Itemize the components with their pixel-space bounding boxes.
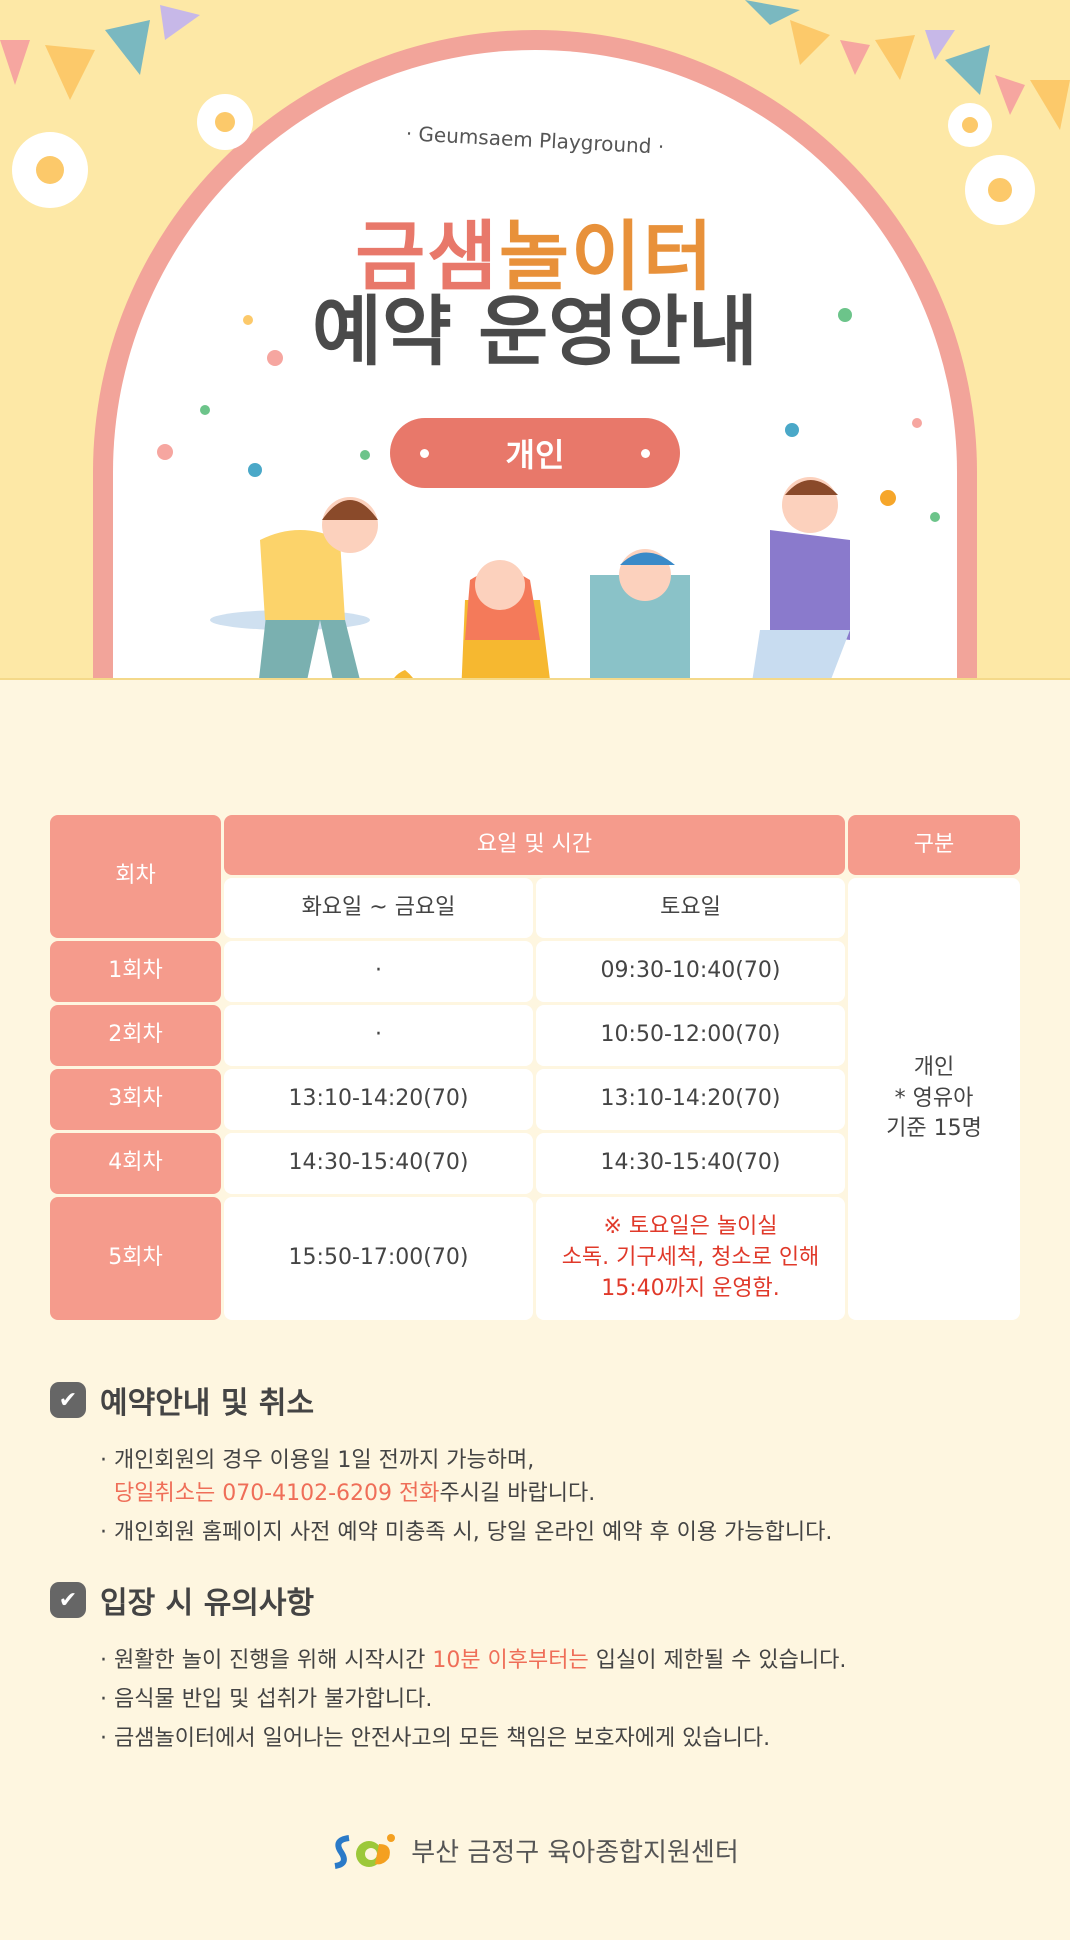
children-playing-illustration — [210, 477, 850, 678]
type-line: 개인 — [913, 1054, 955, 1080]
header-saturday: 토요일 — [536, 878, 845, 938]
weekday-cell: 15:50-17:00(70) — [224, 1197, 533, 1320]
note-text: 입실이 제한될 수 있습니다. — [588, 1648, 847, 1673]
footer: 부산 금정구 육아종합지원센터 — [0, 1830, 1070, 1870]
header-type: 구분 — [848, 815, 1020, 875]
round-cell: 1회차 — [50, 941, 221, 1002]
section-reservation: ✔ 예약안내 및 취소 · 개인회원의 경우 이용일 1일 전까지 가능하며, 당… — [50, 1378, 832, 1549]
section-entry-notes: ✔ 입장 시 유의사항 · 원활한 놀이 진행을 위해 시작시간 10분 이후부터… — [50, 1578, 846, 1755]
title-part1: 금샘 — [355, 212, 500, 301]
note-line: · 개인회원 홈페이지 사전 예약 미충족 시, 당일 온라인 예약 후 이용 … — [100, 1520, 833, 1545]
org-logo-icon — [334, 1834, 396, 1869]
hero-title-line2: 예약 운영안내 — [312, 287, 758, 376]
checkbox-icon: ✔ — [50, 1382, 86, 1418]
bunting-flags-icon — [0, 0, 1070, 130]
note-text: · 원활한 놀이 진행을 위해 시작시간 — [100, 1648, 433, 1673]
weekday-cell: 14:30-15:40(70) — [224, 1133, 533, 1194]
round-cell: 2회차 — [50, 1005, 221, 1066]
title-part2: 놀이터 — [499, 212, 715, 301]
note-line: · 금샘놀이터에서 일어나는 안전사고의 모든 책임은 보호자에게 있습니다. — [100, 1726, 771, 1751]
type-line: 기준 15명 — [886, 1116, 982, 1142]
saturday-cell: 14:30-15:40(70) — [536, 1133, 845, 1194]
type-line: * 영유아 — [894, 1085, 974, 1111]
saturday-cell: 09:30-10:40(70) — [536, 941, 845, 1002]
round-cell: 3회차 — [50, 1069, 221, 1130]
note-text: 주시길 바랍니다. — [439, 1481, 596, 1506]
decorations — [0, 0, 1070, 678]
saturday-cell: 10:50-12:00(70) — [536, 1005, 845, 1066]
note-line: ※ 토요일은 놀이실 — [603, 1214, 778, 1240]
header-weekday: 화요일 ~ 금요일 — [224, 878, 533, 938]
hero-banner: · Geumsaem Playground · 금샘놀이터 예약 운영안내 개인 — [0, 0, 1070, 680]
highlight: 10분 이후부터는 — [432, 1648, 589, 1673]
round-cell: 5회차 — [50, 1197, 221, 1320]
weekday-cell: · — [224, 941, 533, 1002]
header-round: 회차 — [50, 815, 221, 938]
section-title: 입장 시 유의사항 — [100, 1586, 315, 1621]
category-badge: 개인 — [390, 418, 680, 488]
confetti-dots — [157, 308, 940, 522]
dot-icon — [640, 448, 650, 458]
org-name: 부산 금정구 육아종합지원센터 — [411, 1837, 739, 1868]
header-time: 요일 및 시간 — [224, 815, 845, 875]
note-line: 15:40까지 운영함. — [601, 1275, 780, 1301]
saturday-cell: 13:10-14:20(70) — [536, 1069, 845, 1130]
note-line: · 원활한 놀이 진행을 위해 시작시간 10분 이후부터는 입실이 제한될 수… — [100, 1644, 846, 1677]
note-line: · 개인회원의 경우 이용일 1일 전까지 가능하며, — [100, 1448, 535, 1473]
checkbox-icon: ✔ — [50, 1582, 86, 1618]
note-line: 당일취소는 070-4102-6209 전화주시길 바랍니다. — [100, 1477, 832, 1510]
cancel-phone-highlight: 당일취소는 070-4102-6209 전화 — [114, 1481, 440, 1506]
dot-icon — [420, 448, 429, 458]
round-cell: 4회차 — [50, 1133, 221, 1194]
note-line: 소독. 기구세척, 청소로 인해 — [561, 1245, 820, 1271]
badge-label: 개인 — [505, 436, 565, 474]
weekday-cell: · — [224, 1005, 533, 1066]
weekday-cell: 13:10-14:20(70) — [224, 1069, 533, 1130]
hero-title: 금샘놀이터 — [0, 195, 1070, 305]
note-line: · 음식물 반입 및 섭취가 불가합니다. — [100, 1687, 433, 1712]
section-title: 예약안내 및 취소 — [100, 1386, 315, 1421]
